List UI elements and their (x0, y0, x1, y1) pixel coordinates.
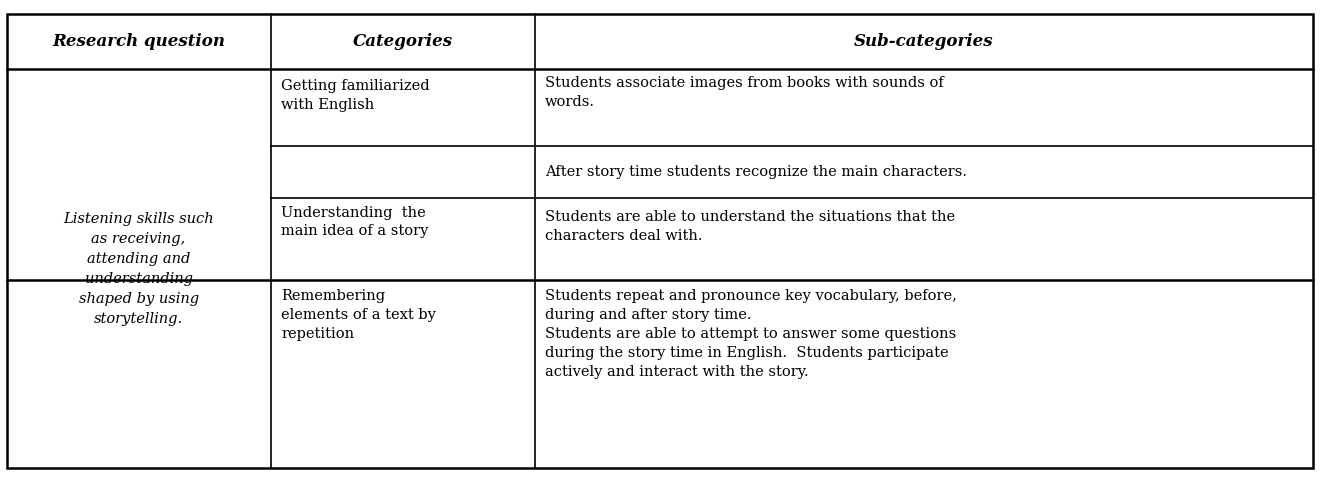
Text: Research question: Research question (51, 33, 226, 50)
Text: Sub-categories: Sub-categories (854, 33, 994, 50)
Text: Students are able to understand the situations that the
characters deal with.: Students are able to understand the situ… (545, 210, 956, 243)
Text: Students associate images from books with sounds of
words.: Students associate images from books wit… (545, 76, 944, 109)
Text: After story time students recognize the main characters.: After story time students recognize the … (545, 165, 968, 179)
Text: Remembering
elements of a text by
repetition: Remembering elements of a text by repeti… (281, 289, 436, 341)
Text: Getting familiarized
with English: Getting familiarized with English (281, 79, 430, 112)
Text: Understanding  the
main idea of a story: Understanding the main idea of a story (281, 206, 429, 239)
Text: Listening skills such
as receiving,
attending and
understanding
shaped by using
: Listening skills such as receiving, atte… (63, 212, 214, 326)
Text: Students repeat and pronounce key vocabulary, before,
during and after story tim: Students repeat and pronounce key vocabu… (545, 289, 957, 379)
Text: Categories: Categories (352, 33, 453, 50)
